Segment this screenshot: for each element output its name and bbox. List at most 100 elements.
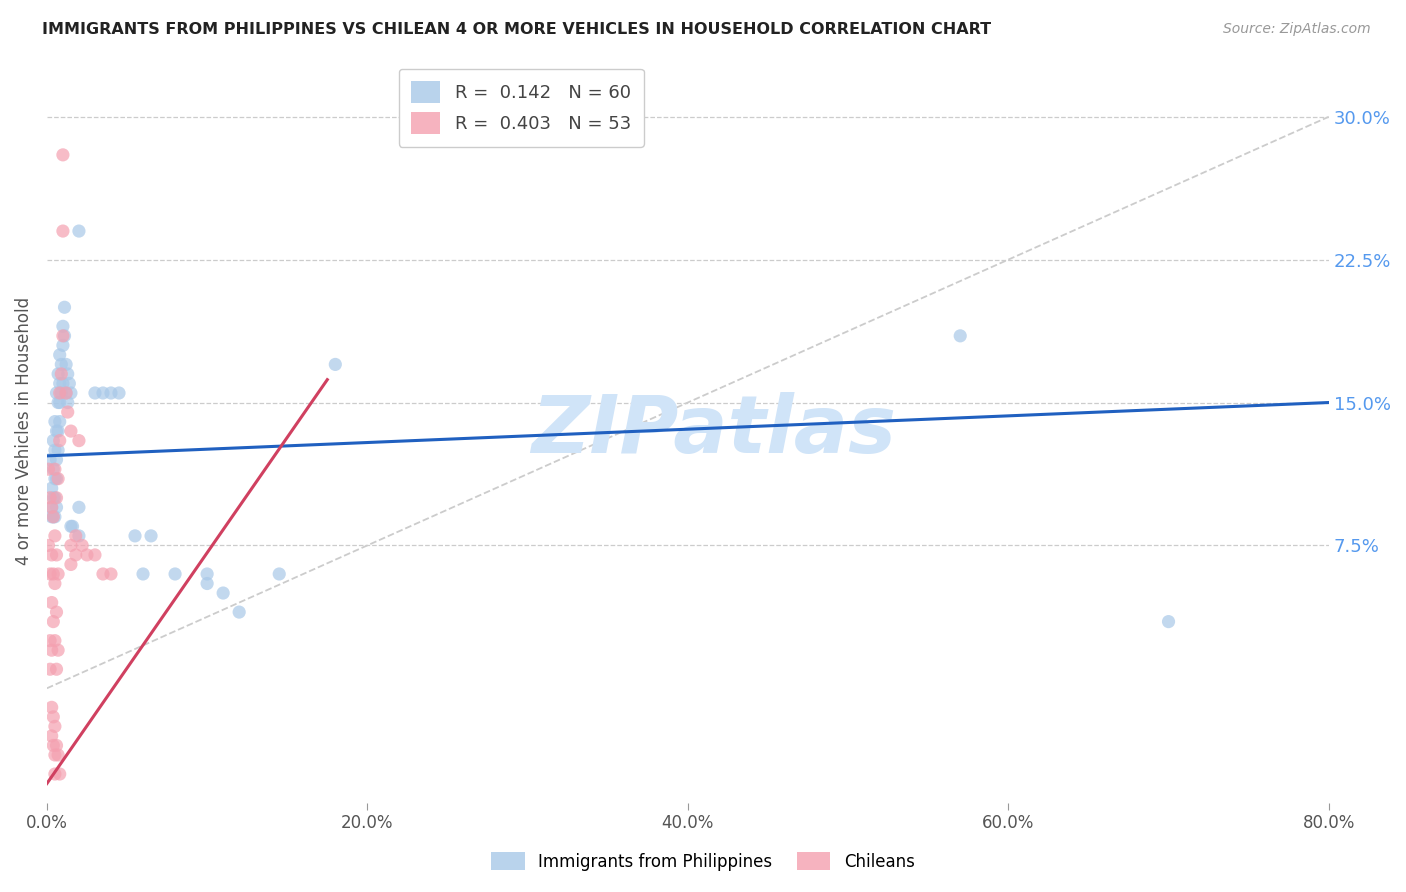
Point <box>39 662 62 676</box>
Point <box>48 395 70 409</box>
Point <box>59 519 82 533</box>
Point <box>44 529 66 543</box>
Point <box>41 548 63 562</box>
Point <box>41 481 63 495</box>
Point <box>42 739 65 753</box>
Point <box>42 710 65 724</box>
Point <box>53 329 76 343</box>
Point <box>55 386 77 401</box>
Point <box>84 548 107 562</box>
Point <box>41 643 63 657</box>
Point <box>39 491 62 505</box>
Point <box>46 566 69 581</box>
Point <box>42 491 65 505</box>
Point <box>46 395 69 409</box>
Point <box>65 548 87 562</box>
Point <box>44 415 66 429</box>
Point <box>44 767 66 781</box>
Point <box>165 566 187 581</box>
Text: IMMIGRANTS FROM PHILIPPINES VS CHILEAN 4 OR MORE VEHICLES IN HOUSEHOLD CORRELATI: IMMIGRANTS FROM PHILIPPINES VS CHILEAN 4… <box>42 22 991 37</box>
Point <box>1157 615 1180 629</box>
Point <box>44 719 66 733</box>
Point <box>58 376 80 391</box>
Point <box>91 566 114 581</box>
Point <box>195 566 218 581</box>
Point <box>48 376 70 391</box>
Point <box>46 472 69 486</box>
Point <box>56 367 79 381</box>
Point <box>52 148 75 162</box>
Point <box>59 386 82 401</box>
Text: Source: ZipAtlas.com: Source: ZipAtlas.com <box>1223 22 1371 37</box>
Point <box>59 558 82 572</box>
Point <box>70 538 93 552</box>
Point <box>41 729 63 743</box>
Point <box>42 509 65 524</box>
Point <box>55 358 77 372</box>
Point <box>45 662 67 676</box>
Point <box>52 224 75 238</box>
Point <box>100 566 122 581</box>
Point <box>195 576 218 591</box>
Point <box>45 491 67 505</box>
Point <box>132 566 155 581</box>
Y-axis label: 4 or more Vehicles in Household: 4 or more Vehicles in Household <box>15 297 32 566</box>
Point <box>84 386 107 401</box>
Point <box>45 386 67 401</box>
Point <box>67 529 90 543</box>
Point <box>37 462 59 476</box>
Point <box>139 529 162 543</box>
Point <box>44 472 66 486</box>
Point <box>56 395 79 409</box>
Point <box>44 633 66 648</box>
Point <box>45 739 67 753</box>
Point <box>48 767 70 781</box>
Point <box>67 500 90 515</box>
Point <box>52 319 75 334</box>
Point <box>62 519 84 533</box>
Point <box>76 548 98 562</box>
Point <box>51 358 73 372</box>
Point <box>42 566 65 581</box>
Point <box>52 338 75 352</box>
Point <box>269 566 291 581</box>
Text: ZIPatlas: ZIPatlas <box>531 392 896 470</box>
Point <box>67 224 90 238</box>
Point <box>41 500 63 515</box>
Point <box>41 596 63 610</box>
Point <box>48 415 70 429</box>
Point <box>44 509 66 524</box>
Point <box>44 747 66 762</box>
Point <box>45 424 67 438</box>
Point <box>48 434 70 448</box>
Point <box>108 386 131 401</box>
Point <box>42 434 65 448</box>
Point <box>52 329 75 343</box>
Point <box>42 462 65 476</box>
Point <box>46 443 69 458</box>
Point <box>42 509 65 524</box>
Legend: Immigrants from Philippines, Chileans: Immigrants from Philippines, Chileans <box>484 844 922 880</box>
Point <box>65 529 87 543</box>
Point <box>45 605 67 619</box>
Point <box>48 386 70 401</box>
Point <box>41 700 63 714</box>
Point <box>51 386 73 401</box>
Legend: R =  0.142   N = 60, R =  0.403   N = 53: R = 0.142 N = 60, R = 0.403 N = 53 <box>399 69 644 147</box>
Point <box>44 462 66 476</box>
Point <box>46 747 69 762</box>
Point <box>42 615 65 629</box>
Point <box>39 452 62 467</box>
Point <box>53 300 76 314</box>
Point <box>48 348 70 362</box>
Point <box>45 500 67 515</box>
Point <box>55 386 77 401</box>
Point <box>91 386 114 401</box>
Point <box>46 367 69 381</box>
Point <box>45 472 67 486</box>
Point <box>37 538 59 552</box>
Point <box>51 367 73 381</box>
Point <box>45 548 67 562</box>
Point <box>56 405 79 419</box>
Point <box>44 576 66 591</box>
